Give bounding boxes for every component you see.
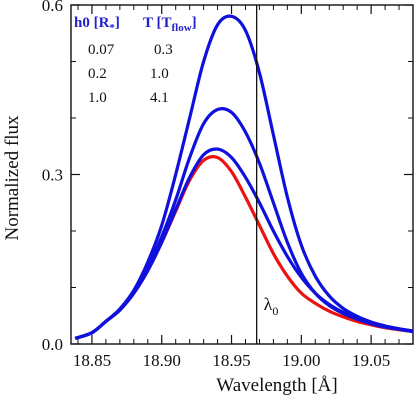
- legend-row-3-h0: 1.0: [88, 90, 107, 106]
- x-tick-label: 18.90: [143, 351, 181, 370]
- lambda0-subscript: 0: [272, 304, 278, 318]
- legend-header-t-end: ]: [192, 15, 197, 31]
- legend-row-2-t: 1.0: [150, 66, 169, 82]
- x-tick-label: 19.00: [282, 351, 320, 370]
- legend-row-3-t: 4.1: [150, 90, 169, 106]
- series-line-2: [74, 147, 413, 340]
- x-tick-label: 18.95: [212, 351, 250, 370]
- legend-row-1-t: 0.3: [154, 42, 173, 58]
- legend-header-t-text: T [T: [143, 15, 171, 31]
- legend-header-h0-sub: *: [109, 22, 115, 34]
- y-axis-title: Normalized flux: [2, 115, 23, 241]
- series-line-4: [74, 14, 413, 340]
- ticks-layer: 18.85 18.90 18.95 19.00 19.05 0.0 0.3 0.6: [42, 0, 413, 370]
- legend-row-2-h0: 0.2: [88, 66, 107, 82]
- lambda0-label: λ0: [264, 294, 279, 318]
- y-tick-label: 0.0: [42, 335, 63, 354]
- x-axis-title: Wavelength [Å]: [216, 375, 337, 396]
- x-tick-label: 18.85: [73, 351, 111, 370]
- legend-header-h0-text: h0 [R: [74, 15, 110, 31]
- legend-header-h0-end: ]: [115, 15, 120, 31]
- legend-header-h0: h0 [R*]: [74, 15, 120, 34]
- y-tick-label: 0.3: [42, 166, 63, 185]
- series-layer: [74, 14, 413, 340]
- y-tick-label: 0.6: [42, 0, 63, 15]
- series-line-1: [74, 155, 413, 340]
- legend-header-t-sub: flow: [171, 22, 191, 34]
- legend: h0 [R*] T [Tflow] 0.07 0.3 0.2 1.0 1.0 4…: [74, 15, 197, 106]
- lambda0-symbol: λ: [264, 294, 273, 314]
- legend-row-1-h0: 0.07: [88, 42, 115, 58]
- legend-header-t: T [Tflow]: [143, 15, 197, 34]
- x-tick-label: 19.05: [352, 351, 390, 370]
